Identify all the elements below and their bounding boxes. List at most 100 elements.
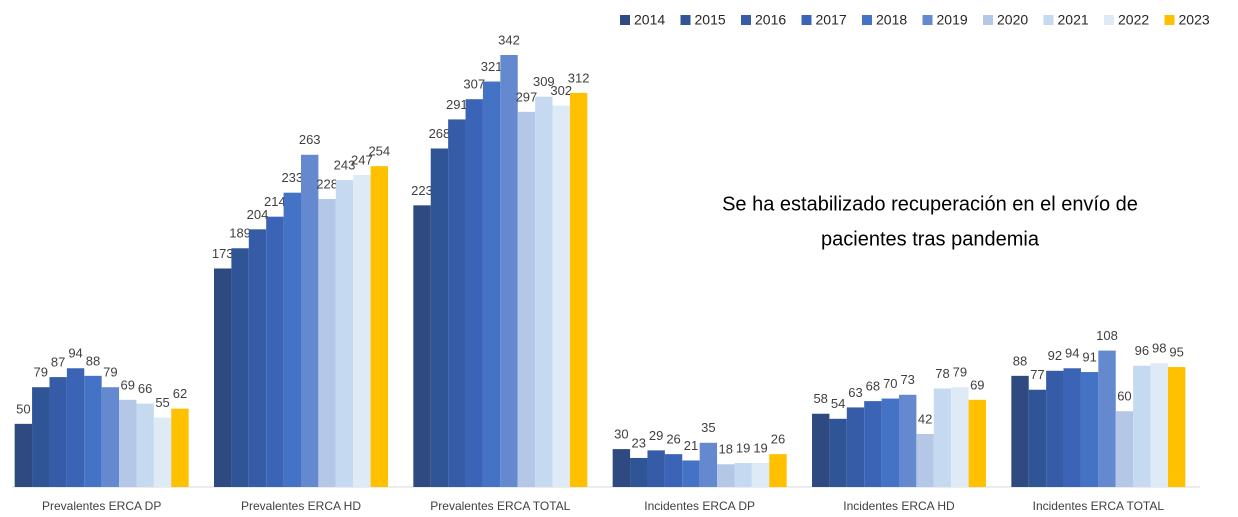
bar [812,413,830,487]
data-label: 268 [429,126,451,141]
data-label: 54 [831,396,845,411]
bar [153,417,172,487]
x-tick-label: Prevalentes ERCA HD [241,499,361,513]
data-label: 95 [1169,344,1183,359]
data-label: 29 [649,428,663,443]
bar [569,92,588,487]
data-label: 94 [68,346,82,361]
bar [951,387,969,487]
data-label: 228 [316,176,338,191]
bar [32,387,50,487]
data-label: 26 [666,432,680,447]
data-label: 60 [1117,389,1131,404]
bar [552,105,570,488]
bar [283,192,301,487]
bar [266,216,284,487]
x-tick-label: Prevalentes ERCA TOTAL [430,499,570,513]
bar [751,463,770,487]
legend-label: 2019 [937,12,968,28]
bar [916,433,934,487]
bar [136,403,154,487]
bar [482,81,501,488]
x-tick-label: Incidentes ERCA TOTAL [1033,499,1165,513]
legend-label: 2016 [755,12,786,28]
bar [301,154,319,487]
bar [717,464,735,487]
data-label: 23 [632,435,646,450]
data-label: 309 [533,74,555,89]
data-label: 291 [446,97,468,112]
legend-swatch [1164,15,1175,25]
data-label: 254 [368,144,390,159]
bar [353,175,371,487]
bar [535,96,553,488]
legend-swatch [801,15,812,25]
bar [899,394,917,487]
data-label: 204 [247,207,269,222]
bar [1150,363,1168,487]
bar [664,454,683,487]
legend-swatch [1104,15,1114,25]
data-label: 88 [86,353,100,368]
data-label: 189 [229,226,251,241]
data-label: 307 [463,77,485,92]
data-label: 69 [970,377,984,392]
data-label: 63 [848,385,862,400]
data-label: 30 [614,427,628,442]
legend-label: 2015 [695,12,726,28]
data-label: 233 [281,170,303,185]
legend-label: 2018 [876,12,907,28]
bar [66,368,85,487]
data-label: 19 [736,440,750,455]
bar [84,375,102,487]
data-label: 108 [1096,328,1118,343]
bar [647,450,665,487]
data-label: 50 [16,401,30,416]
data-label: 58 [813,391,827,406]
bar [1011,375,1029,487]
bar [1115,411,1134,487]
bar [612,449,631,487]
bar [101,387,120,487]
data-label: 69 [121,377,135,392]
legend-label: 2014 [634,12,665,28]
data-label: 55 [155,395,169,410]
bar [1133,365,1151,487]
bar [881,398,899,487]
bar [214,268,232,487]
data-label: 79 [34,365,48,380]
data-label: 342 [498,32,520,47]
bar [630,457,648,487]
data-label: 223 [411,183,433,198]
data-label: 77 [1030,367,1044,382]
bar [846,407,865,487]
bar [734,463,752,487]
data-label: 88 [1013,353,1027,368]
x-tick-label: Incidentes ERCA DP [644,499,755,513]
data-label: 98 [1152,341,1166,356]
data-label: 173 [212,246,234,261]
legend-swatch [741,15,751,25]
data-label: 247 [351,152,373,167]
legend-swatch [983,15,993,25]
data-label: 26 [771,432,785,447]
bar [1063,368,1081,487]
bar [14,423,33,487]
data-label: 87 [51,355,65,370]
bar [1080,372,1099,487]
bar [448,119,466,487]
data-label: 35 [701,420,715,435]
data-label: 321 [481,59,503,74]
annotation: pacientes tras pandemia [821,228,1040,250]
data-label: 79 [103,365,117,380]
bar [430,148,449,487]
bar [968,399,986,487]
bar [119,399,137,487]
bar [49,377,67,487]
bar [699,442,718,487]
bar [1167,367,1186,487]
bar [370,166,388,487]
data-label: 263 [299,132,321,147]
bar [171,408,189,487]
